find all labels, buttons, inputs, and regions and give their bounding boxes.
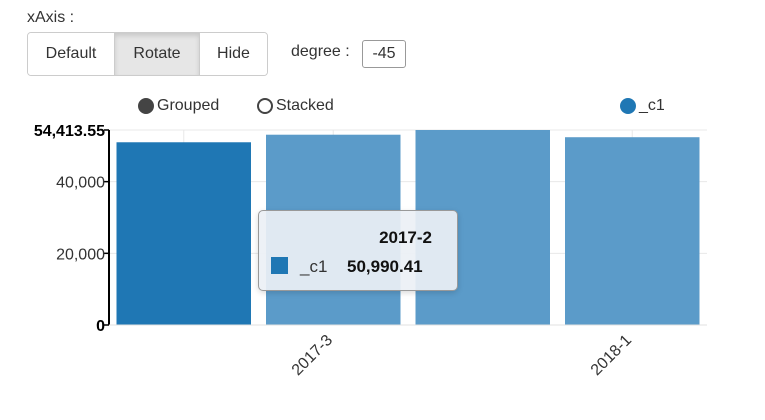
rotate-button[interactable]: Rotate <box>115 33 200 75</box>
grouped-radio[interactable]: Grouped <box>138 96 219 116</box>
grouped-label: Grouped <box>157 97 220 114</box>
xaxis-mode-button-group: Default Rotate Hide <box>27 32 268 76</box>
y-tick-label: 0 <box>96 318 105 335</box>
x-tick-label: 2018-1 <box>588 332 635 379</box>
tooltip-value: 50,990.41 <box>347 257 423 276</box>
y-tick-label: 20,000 <box>56 246 105 263</box>
tooltip-title: 2017-2 <box>379 228 432 247</box>
tooltip-swatch-icon <box>271 257 288 274</box>
legend-label: _c1 <box>639 97 665 114</box>
degree-input[interactable] <box>362 40 406 68</box>
legend-item-c1[interactable]: _c1 <box>620 96 665 116</box>
stacked-radio[interactable]: Stacked <box>257 96 334 116</box>
y-tick-label: 40,000 <box>56 175 105 192</box>
x-tick-label: 2017-3 <box>289 332 336 379</box>
radio-selected-icon <box>138 98 154 114</box>
legend-dot-icon <box>620 98 636 114</box>
bar <box>565 137 700 325</box>
degree-label: degree : <box>291 43 350 60</box>
hide-button[interactable]: Hide <box>200 33 267 75</box>
y-tick-label: 54,413.55 <box>34 123 105 140</box>
bar <box>116 142 251 325</box>
radio-unselected-icon <box>257 98 273 114</box>
tooltip: 2017-2 _c1 50,990.41 <box>258 210 458 291</box>
stacked-label: Stacked <box>276 97 334 114</box>
xaxis-label: xAxis : <box>27 9 75 26</box>
tooltip-series-name: _c1 <box>300 257 328 276</box>
default-button[interactable]: Default <box>28 33 115 75</box>
